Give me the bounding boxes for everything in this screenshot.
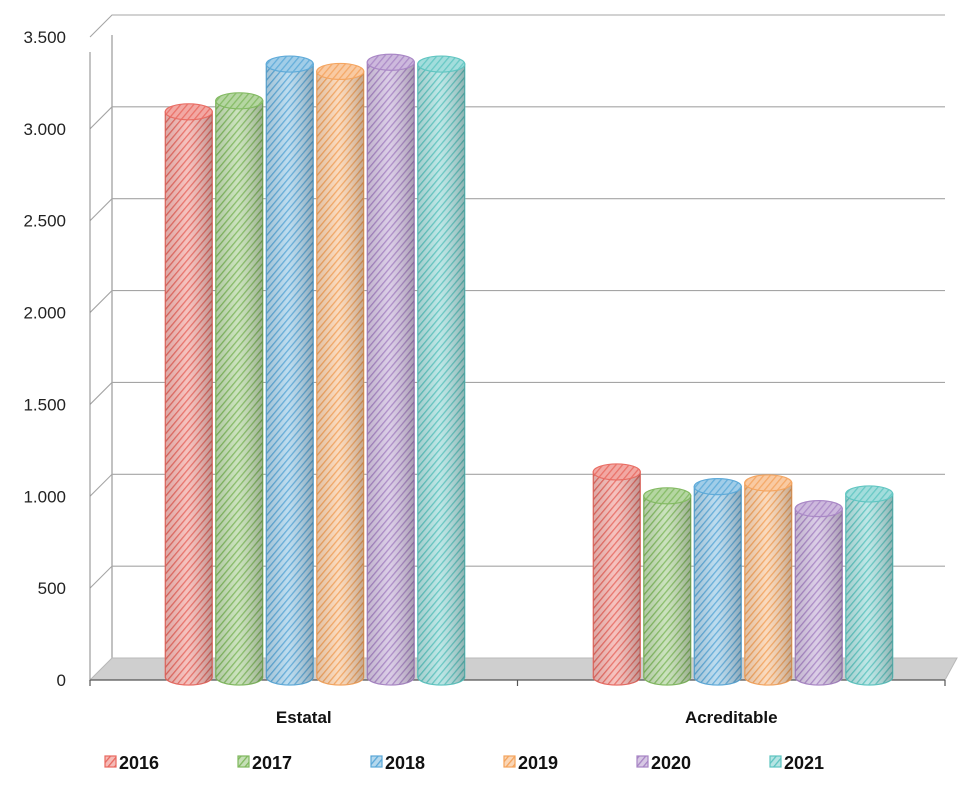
bars [164,53,894,686]
y-tick-label: 1.500 [23,395,66,414]
grid-lines [89,14,945,658]
legend-item-2016: 2016 [104,753,159,773]
bar-2016-estatal [164,103,213,686]
bar-2019-acreditable [744,474,793,686]
legend-item-2019: 2019 [503,753,558,773]
gridline [89,198,945,222]
legend-item-2020: 2020 [636,753,691,773]
y-tick-label: 3.500 [23,28,66,47]
legend-label: 2019 [518,753,558,773]
gridline [89,290,945,313]
legend-swatch [636,755,649,768]
category-label: Estatal [276,708,332,727]
y-tick-label: 500 [38,579,66,598]
y-tick-label: 2.500 [23,212,66,231]
bar-2019-estatal [316,62,365,686]
gridline [89,473,945,497]
legend-label: 2016 [119,753,159,773]
legend: 2016 2017 2018 2019 2020 2021 [104,753,824,773]
bar-2020-acreditable [794,500,843,686]
bar-2018-estatal [265,55,314,686]
legend-item-2017: 2017 [237,753,292,773]
y-tick-labels: 0 500 1.000 1.500 2.000 2.500 3.000 3.500 [23,28,66,690]
legend-swatch [503,755,516,768]
y-tick-label: 2.000 [23,304,66,323]
legend-item-2021: 2021 [769,753,824,773]
category-labels: Estatal Acreditable [276,708,778,727]
gridline [89,106,945,130]
y-tick-label: 1.000 [23,487,66,506]
bar-2017-acreditable [643,487,692,686]
legend-label: 2018 [385,753,425,773]
category-label: Acreditable [685,708,778,727]
legend-swatch [769,755,782,768]
legend-swatch [237,755,250,768]
bar-2020-estatal [366,53,415,686]
bar-2016-acreditable [592,463,641,686]
gridline [89,14,945,38]
bar-2021-estatal [417,55,466,686]
legend-label: 2021 [784,753,824,773]
bar-2021-acreditable [845,485,894,686]
legend-item-2018: 2018 [370,753,425,773]
y-tick-label: 3.000 [23,120,66,139]
bar-2018-acreditable [693,478,742,686]
legend-label: 2020 [651,753,691,773]
legend-swatch [370,755,383,768]
legend-label: 2017 [252,753,292,773]
bar-2017-estatal [215,92,264,686]
y-tick-label: 0 [57,671,66,690]
legend-swatch [104,755,117,768]
gridline [89,381,945,405]
